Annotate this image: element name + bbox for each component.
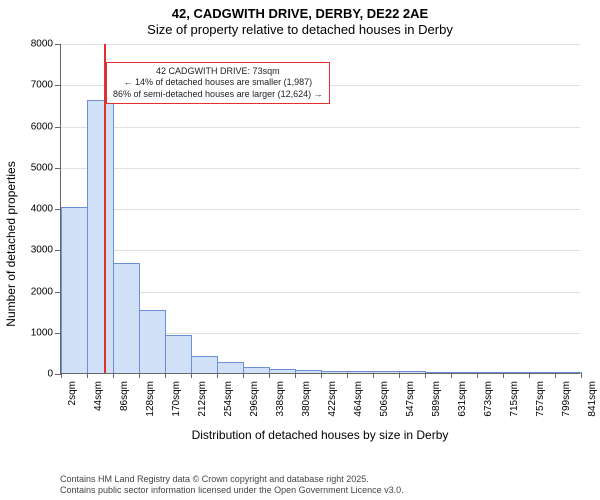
histogram-bar xyxy=(555,372,582,373)
x-tick xyxy=(87,373,88,378)
histogram-bar xyxy=(191,356,218,374)
histogram-bar xyxy=(217,362,244,373)
x-tick-label: 841sqm xyxy=(587,379,598,425)
gridline xyxy=(61,250,580,251)
histogram-bar xyxy=(139,310,166,373)
histogram-bar xyxy=(503,372,530,373)
x-tick-label: 170sqm xyxy=(171,379,182,425)
y-tick-label: 1000 xyxy=(31,327,61,338)
histogram-bar xyxy=(451,372,478,373)
histogram-bar xyxy=(425,372,452,373)
y-tick-label: 8000 xyxy=(31,39,61,50)
x-tick-label: 296sqm xyxy=(249,379,260,425)
x-tick xyxy=(269,373,270,378)
x-tick-label: 547sqm xyxy=(405,379,416,425)
plot-region: 0100020003000400050006000700080002sqm44s… xyxy=(60,44,580,374)
histogram-bar xyxy=(321,371,348,373)
footer-line-1: Contains HM Land Registry data © Crown c… xyxy=(60,474,404,485)
title-line-2: Size of property relative to detached ho… xyxy=(0,22,600,38)
gridline xyxy=(61,127,580,128)
histogram-bar xyxy=(243,367,270,373)
y-tick-label: 5000 xyxy=(31,162,61,173)
histogram-bar xyxy=(61,207,88,373)
x-tick xyxy=(399,373,400,378)
x-tick-label: 338sqm xyxy=(275,379,286,425)
x-tick xyxy=(581,373,582,378)
x-tick xyxy=(295,373,296,378)
x-tick-label: 254sqm xyxy=(223,379,234,425)
x-tick-label: 757sqm xyxy=(535,379,546,425)
y-tick-label: 0 xyxy=(47,369,61,380)
property-info-box: 42 CADGWITH DRIVE: 73sqm ← 14% of detach… xyxy=(106,62,330,104)
histogram-bar xyxy=(347,371,374,373)
gridline xyxy=(61,44,580,45)
x-tick-label: 380sqm xyxy=(301,379,312,425)
y-tick-label: 4000 xyxy=(31,204,61,215)
histogram-bar xyxy=(373,371,400,373)
x-tick-label: 589sqm xyxy=(431,379,442,425)
info-line-2: ← 14% of detached houses are smaller (1,… xyxy=(113,77,323,88)
histogram-bar xyxy=(295,370,322,373)
x-tick-label: 506sqm xyxy=(379,379,390,425)
x-tick xyxy=(373,373,374,378)
chart-title: 42, CADGWITH DRIVE, DERBY, DE22 2AE Size… xyxy=(0,0,600,39)
y-axis-label: Number of detached properties xyxy=(4,161,18,326)
x-tick-label: 86sqm xyxy=(119,379,130,425)
x-tick xyxy=(529,373,530,378)
x-tick xyxy=(477,373,478,378)
x-tick-label: 422sqm xyxy=(327,379,338,425)
attribution-footer: Contains HM Land Registry data © Crown c… xyxy=(60,474,404,496)
gridline xyxy=(61,209,580,210)
x-tick-label: 464sqm xyxy=(353,379,364,425)
x-tick xyxy=(503,373,504,378)
x-tick-label: 799sqm xyxy=(561,379,572,425)
y-tick-label: 2000 xyxy=(31,286,61,297)
x-tick xyxy=(321,373,322,378)
x-tick xyxy=(243,373,244,378)
x-tick xyxy=(451,373,452,378)
x-axis-label: Distribution of detached houses by size … xyxy=(60,428,580,442)
x-tick xyxy=(347,373,348,378)
histogram-bar xyxy=(477,372,504,373)
y-tick-label: 7000 xyxy=(31,80,61,91)
y-tick-label: 3000 xyxy=(31,245,61,256)
x-tick-label: 212sqm xyxy=(197,379,208,425)
histogram-bar xyxy=(165,335,192,373)
info-line-3: 86% of semi-detached houses are larger (… xyxy=(113,89,323,100)
x-tick xyxy=(165,373,166,378)
x-tick-label: 128sqm xyxy=(145,379,156,425)
histogram-bar xyxy=(529,372,556,373)
histogram-bar xyxy=(113,263,140,373)
y-tick-label: 6000 xyxy=(31,121,61,132)
x-tick xyxy=(425,373,426,378)
x-tick xyxy=(113,373,114,378)
x-tick-label: 715sqm xyxy=(509,379,520,425)
histogram-bar xyxy=(87,100,114,373)
footer-line-2: Contains public sector information licen… xyxy=(60,485,404,496)
info-line-1: 42 CADGWITH DRIVE: 73sqm xyxy=(113,66,323,77)
gridline xyxy=(61,168,580,169)
histogram-bar xyxy=(399,371,426,373)
x-tick-label: 673sqm xyxy=(483,379,494,425)
x-tick xyxy=(217,373,218,378)
x-tick xyxy=(61,373,62,378)
x-tick-label: 44sqm xyxy=(93,379,104,425)
chart-area: Number of detached properties 0100020003… xyxy=(0,44,600,444)
x-tick-label: 2sqm xyxy=(67,379,78,425)
x-tick xyxy=(191,373,192,378)
title-line-1: 42, CADGWITH DRIVE, DERBY, DE22 2AE xyxy=(0,6,600,22)
x-tick-label: 631sqm xyxy=(457,379,468,425)
histogram-bar xyxy=(269,369,296,373)
x-tick xyxy=(555,373,556,378)
x-tick xyxy=(139,373,140,378)
